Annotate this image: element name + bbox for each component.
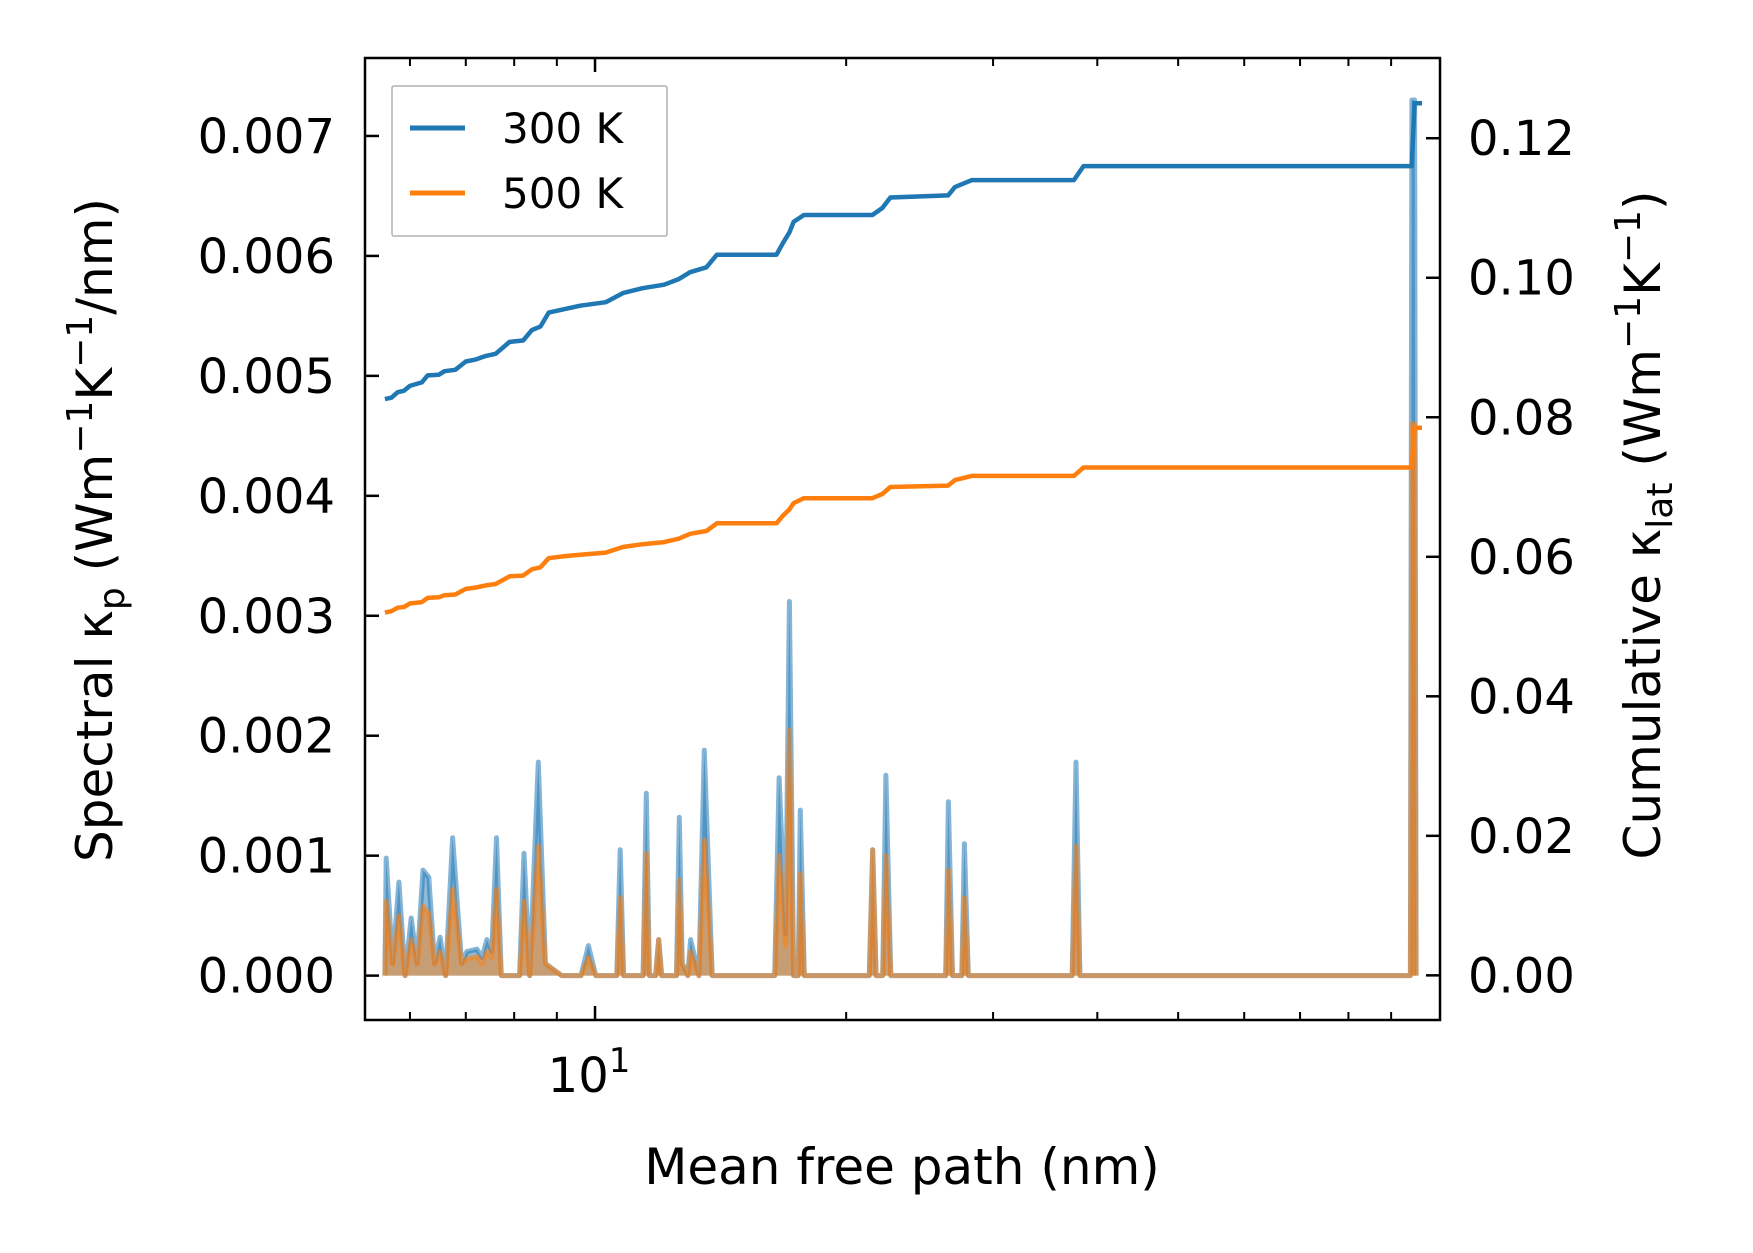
right-axis-title-part-0: Cumulative κ <box>1614 529 1672 860</box>
spectral-edge-500-k-spectral <box>382 421 1419 979</box>
x-axis-ticks: 101 <box>408 58 1393 1104</box>
cumulative-line-500-k <box>384 425 1422 615</box>
legend-box <box>391 85 668 237</box>
right-tick-label: 0.00 <box>1468 948 1575 1004</box>
right-tick-label: 0.06 <box>1468 530 1575 586</box>
right-axis-title-part-1: lat <box>1640 483 1681 529</box>
right-tick-label: 0.02 <box>1468 809 1575 865</box>
left-axis-title-part-3: −1 <box>60 401 101 454</box>
legend-label-500k: 500 K <box>502 169 625 218</box>
right-tick-label: 0.04 <box>1468 669 1575 725</box>
left-axis-ticks: 0.000 0.001 0.002 0.003 0.004 0.005 0.006 0.007 <box>198 109 379 1005</box>
right-axis-title-part-6: ) <box>1614 191 1672 211</box>
x-tick-label: 101 <box>548 1041 631 1104</box>
right-axis-title-part-4: K <box>1614 262 1672 296</box>
cumulative-line-300-k <box>384 101 1422 402</box>
left-axis-title-part-2: (Wm <box>66 454 124 588</box>
left-axis-title-part-1: p <box>92 587 133 610</box>
left-tick-label: 0.005 <box>198 349 335 405</box>
left-axis-title: Spectral κp (Wm−1K−1/nm) <box>60 198 133 862</box>
right-axis-title: Cumulative κlat (Wm−1K−1) <box>1608 191 1681 860</box>
x-tick-label-base: 10 <box>548 1048 609 1104</box>
plot-frame <box>363 56 1442 1022</box>
left-tick-label: 0.006 <box>198 229 335 285</box>
legend-label-300k: 300 K <box>502 104 625 153</box>
left-axis-title-part-0: Spectral κ <box>66 610 124 862</box>
spectral-fills <box>382 97 1419 979</box>
left-tick-label: 0.003 <box>198 589 335 645</box>
right-tick-label: 0.10 <box>1468 251 1575 307</box>
right-axis-title-part-3: −1 <box>1608 296 1649 349</box>
x-axis-title: Mean free path (nm) <box>644 1138 1160 1196</box>
left-tick-label: 0.002 <box>198 709 335 765</box>
right-axis-ticks: 0.00 0.02 0.04 0.06 0.08 0.10 0.12 <box>1426 111 1575 1004</box>
left-axis-title-part-6: /nm) <box>66 198 124 315</box>
left-tick-label: 0.000 <box>198 949 335 1005</box>
right-axis-title-part-5: −1 <box>1608 210 1649 263</box>
right-axis-title-part-2: (Wm <box>1614 349 1672 483</box>
cumulative-lines <box>384 101 1422 615</box>
left-tick-label: 0.004 <box>198 469 335 525</box>
right-tick-label: 0.12 <box>1468 111 1575 167</box>
left-axis-title-part-4: K <box>66 367 124 401</box>
legend: 300 K 500 K <box>391 85 668 237</box>
right-tick-label: 0.08 <box>1468 390 1575 446</box>
left-axis-title-part-5: −1 <box>60 315 101 368</box>
left-tick-label: 0.001 <box>198 829 335 885</box>
left-tick-label: 0.007 <box>198 109 335 165</box>
x-tick-label-exponent: 1 <box>609 1041 631 1081</box>
